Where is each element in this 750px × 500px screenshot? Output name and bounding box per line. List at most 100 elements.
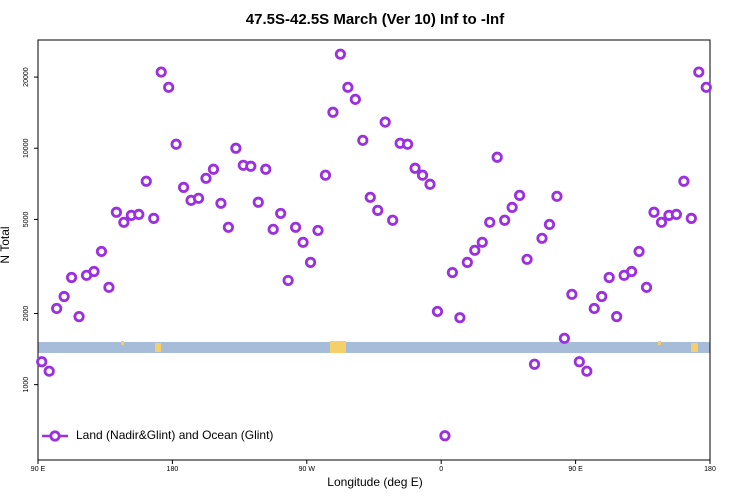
point [207,163,220,175]
point [267,223,279,235]
point [424,178,436,190]
point [148,212,160,224]
point [357,134,369,146]
point [297,236,309,248]
point [372,204,384,216]
point [387,214,399,226]
point [275,207,287,220]
chart-title: 47.5S-42.5S March (Ver 10) Inf to -Inf [246,11,505,28]
point [528,358,541,370]
point [439,430,451,442]
point [648,206,660,218]
point [312,224,324,237]
point [543,218,556,231]
point [170,138,182,150]
surface-marks [121,341,698,353]
point [625,265,638,278]
y-tick-label: 5000 [23,212,30,228]
point [700,81,712,93]
point [693,66,705,78]
point [364,191,376,203]
point [655,216,668,228]
point [401,138,414,150]
point [476,236,488,248]
y-tick-label: 1000 [23,377,30,393]
point [222,221,234,233]
point [633,245,645,258]
point [454,312,466,324]
point [461,256,473,268]
point [491,151,503,163]
point [484,216,496,228]
legend-label: Land (Nadir&Glint) and Ocean (Glint) [76,428,273,442]
y-tick-label: 2000 [23,306,30,322]
point [611,311,623,323]
point [596,290,608,303]
x-axis-label: Longitude (deg E) [327,475,422,489]
point [431,305,444,318]
surface-band [38,342,710,353]
point [73,311,85,323]
point [513,189,526,201]
point [88,265,100,278]
x-tick-label: 180 [704,466,716,473]
point [304,256,317,268]
x-tick-label: 90 E [568,466,583,473]
point [178,181,190,193]
point [558,332,571,344]
point [95,245,108,258]
plot-frame [37,39,711,461]
point [252,196,264,208]
point [319,169,332,181]
point [110,206,123,218]
point [342,81,354,93]
y-axis-label: N Total [0,226,12,263]
point [551,190,563,202]
legend-marker [49,430,61,442]
point [43,365,55,377]
point [230,142,242,154]
point [155,66,167,78]
y-tick-label: 10000 [23,138,30,158]
point [409,162,421,174]
point [163,81,175,93]
point [603,271,615,284]
point [200,172,212,184]
point [566,288,578,300]
point [58,290,70,303]
point [416,169,429,181]
point [446,266,458,279]
point [260,163,272,175]
point [66,271,78,284]
point [36,356,48,368]
point [103,281,115,293]
point [588,302,600,315]
point [192,192,205,204]
point [51,302,63,315]
point [140,175,152,187]
point [133,208,145,220]
point [499,214,511,226]
point [685,212,697,224]
point [521,253,533,265]
point [506,201,518,214]
point [327,106,339,118]
point [469,244,481,256]
point [573,356,585,368]
x-tick-label: 90 W [299,466,316,473]
point [215,197,227,209]
point [536,232,548,244]
x-tick-label: 180 [167,466,179,473]
point [118,216,130,228]
point [379,116,391,128]
point [670,208,683,220]
y-tick-label: 20000 [23,67,30,87]
point [349,93,361,105]
point [640,281,653,293]
x-tick-label: 0 [439,466,443,473]
point [678,175,690,187]
point [245,160,257,172]
point [334,48,346,60]
